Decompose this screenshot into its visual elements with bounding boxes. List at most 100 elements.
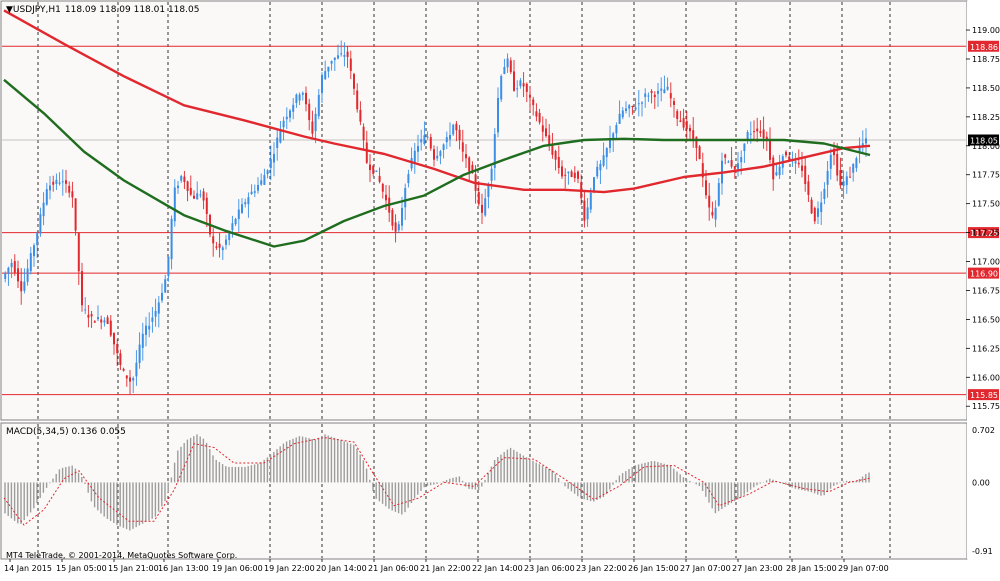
candle-body: [609, 138, 611, 149]
candle-body: [618, 113, 621, 124]
candle-body: [551, 144, 554, 155]
candle-body: [244, 202, 247, 205]
candle-body: [826, 170, 829, 185]
candle-body: [253, 191, 256, 193]
candle-body: [660, 88, 663, 91]
candle-body: [439, 151, 442, 157]
candle-body: [762, 129, 765, 139]
candle-body: [266, 170, 269, 175]
main-panel-bg: [0, 0, 968, 421]
time-axis-label: 23 Jan 22:00: [576, 564, 627, 573]
candle-body: [849, 176, 851, 178]
candle-body: [433, 149, 435, 160]
candle-body: [237, 209, 240, 220]
candle-body: [276, 137, 279, 149]
candle-body: [250, 191, 253, 195]
candle-body: [705, 180, 707, 196]
candle-body: [36, 232, 39, 246]
candle-body: [769, 139, 771, 160]
chart-title: USDJPY,H1: [13, 5, 61, 15]
candle-body: [513, 71, 515, 91]
symbol-arrow: ▼: [6, 5, 13, 15]
price-axis-label: 117.00: [972, 258, 1000, 267]
candle-body: [535, 111, 538, 117]
candle-body: [794, 161, 797, 164]
candle-body: [545, 128, 547, 137]
candle-body: [801, 165, 803, 171]
candle-body: [852, 163, 855, 173]
candle-body: [273, 153, 275, 163]
candle-body: [596, 166, 599, 177]
price-axis-label: 116.00: [972, 373, 1000, 382]
candle-body: [615, 125, 618, 134]
candle-body: [570, 171, 573, 177]
candle-body: [122, 368, 125, 371]
candle-body: [663, 89, 666, 94]
price-axis-label: 118.25: [972, 113, 1000, 122]
candle-body: [186, 181, 189, 191]
macd-axis-label: 0.00: [972, 478, 990, 487]
candle-body: [404, 187, 407, 208]
layer-moving-averages: [3, 9, 871, 248]
candle-body: [103, 320, 106, 323]
candle-body: [183, 176, 186, 183]
candle-body: [522, 83, 525, 87]
candle-body: [330, 60, 333, 64]
candle-body: [532, 99, 535, 106]
candle-body: [375, 170, 378, 172]
candle-body: [23, 281, 26, 291]
candle-body: [692, 130, 695, 140]
candle-body: [369, 164, 371, 171]
candle-body: [746, 132, 749, 141]
candle-body: [730, 160, 733, 167]
candle-body: [346, 51, 349, 57]
copyright-label: MT4 TeleTrade, © 2001-2014, MetaQuotes S…: [6, 551, 237, 560]
candle-body: [468, 157, 471, 172]
time-axis-label: 16 Jan 13:00: [158, 564, 209, 573]
candle-body: [839, 170, 842, 186]
candle-body: [340, 53, 343, 55]
candle-body: [445, 137, 448, 143]
candle-body: [820, 202, 823, 213]
candle-body: [298, 94, 301, 101]
candle-body: [39, 214, 42, 234]
time-axis-label: 14 Jan 2015: [4, 564, 52, 573]
candle-body: [381, 183, 384, 192]
candle-body: [788, 156, 791, 160]
time-axis-label: 21 Jan 06:00: [368, 564, 419, 573]
candle-body: [231, 223, 234, 231]
level-price-label: 118.86: [970, 43, 998, 52]
candle-body: [65, 180, 67, 184]
candle-body: [669, 93, 672, 99]
macd-title: MACD(5,34,5) 0.136 0.055: [6, 427, 126, 437]
candle-body: [135, 362, 138, 377]
candle-body: [394, 222, 397, 232]
macd-axis-label: 0.702: [972, 426, 995, 435]
candle-body: [519, 80, 522, 87]
candle-body: [263, 175, 266, 185]
candle-body: [215, 246, 218, 248]
candle-body: [180, 175, 183, 181]
candle-body: [807, 181, 810, 195]
candle-body: [241, 204, 243, 213]
candle-body: [289, 110, 291, 118]
price-axis-label: 116.75: [972, 286, 1000, 295]
candle-body: [305, 92, 307, 105]
candle-body: [157, 302, 160, 314]
candle-body: [865, 138, 867, 144]
candle-body: [260, 180, 263, 185]
candle-body: [845, 176, 848, 186]
time-axis-label: 20 Jan 14:00: [316, 564, 367, 573]
candle-body: [90, 314, 93, 317]
candle-body: [269, 158, 272, 169]
candle-body: [212, 236, 215, 244]
candle-body: [753, 131, 755, 133]
candle-body: [637, 103, 640, 105]
candle-body: [87, 314, 90, 318]
candle-body: [775, 172, 778, 176]
candle-body: [778, 166, 781, 176]
candle-body: [573, 172, 576, 179]
candle-body: [221, 247, 224, 251]
candle-body: [145, 325, 147, 335]
candle-body: [804, 165, 807, 185]
